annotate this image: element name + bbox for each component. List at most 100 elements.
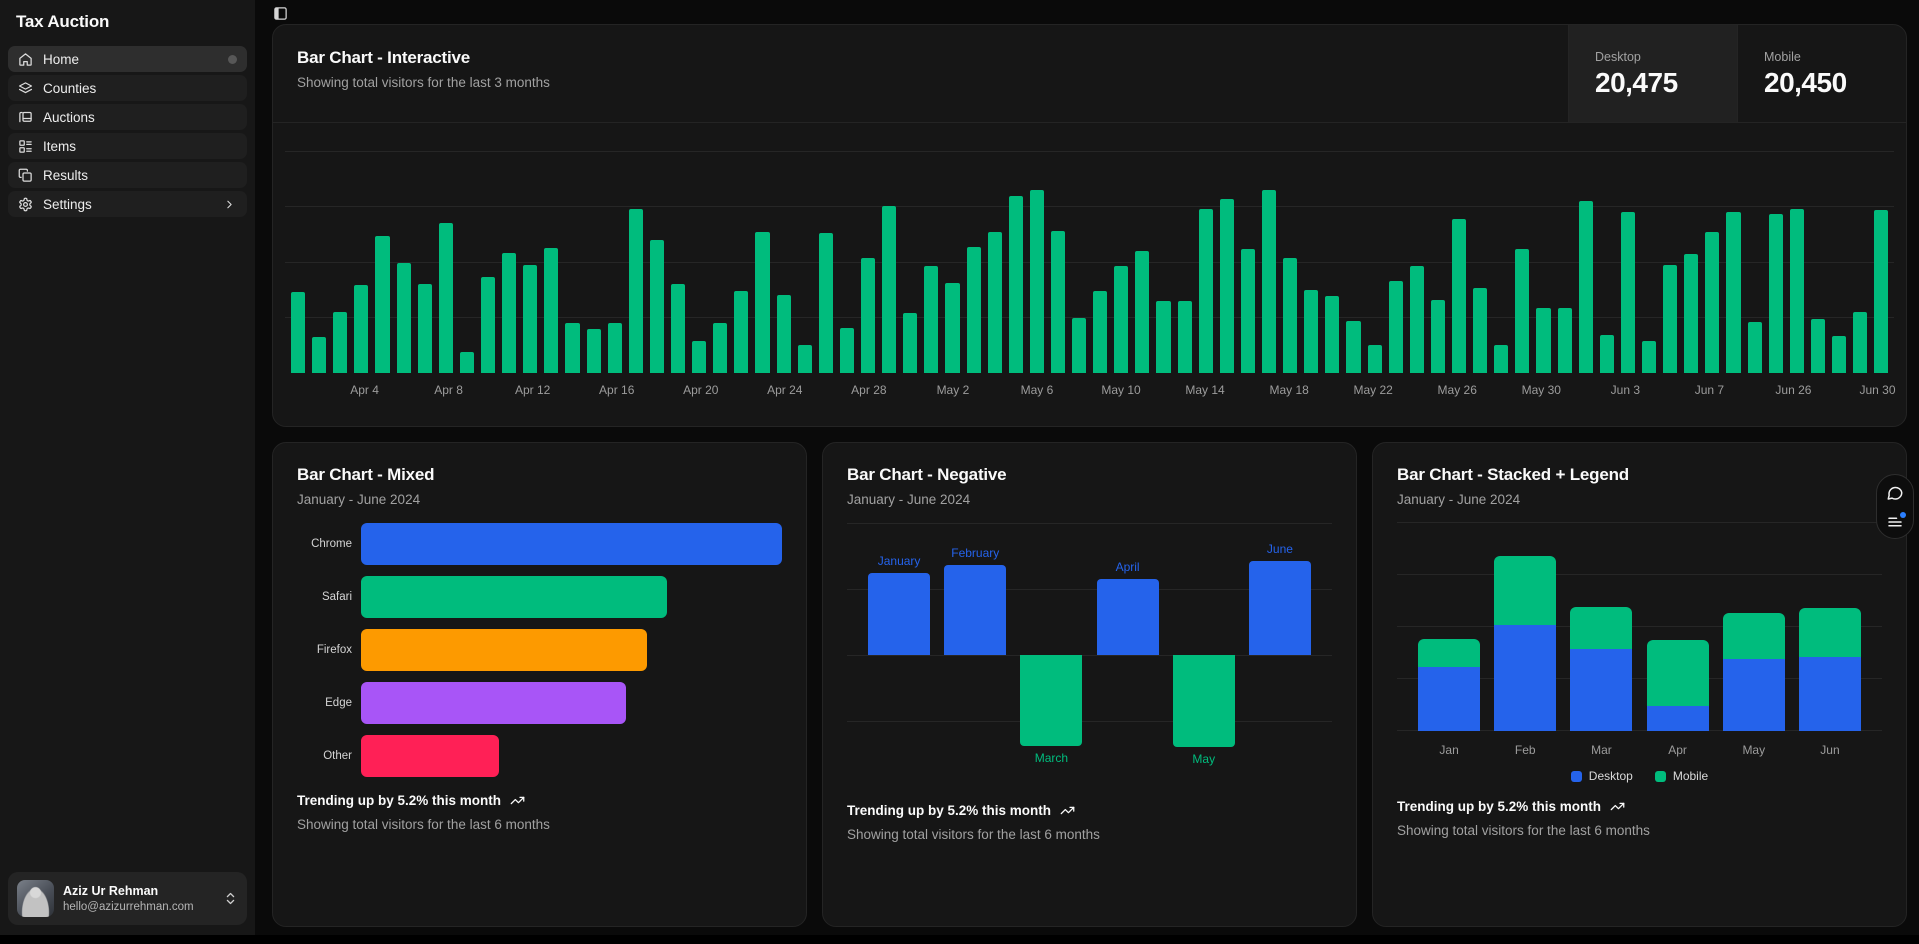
bar[interactable] bbox=[1663, 265, 1678, 373]
bar[interactable] bbox=[1156, 301, 1171, 373]
user-menu-button[interactable]: Aziz Ur Rehman hello@azizurrehman.com bbox=[8, 872, 247, 925]
bar[interactable] bbox=[375, 236, 390, 373]
bar[interactable] bbox=[1874, 210, 1889, 373]
bar[interactable] bbox=[1114, 265, 1129, 373]
bar-segment-desktop[interactable] bbox=[1798, 656, 1861, 731]
bar[interactable] bbox=[502, 252, 517, 373]
bar[interactable] bbox=[361, 629, 648, 671]
series-toggle-desktop[interactable]: Desktop 20,475 bbox=[1568, 25, 1737, 122]
bar[interactable] bbox=[565, 323, 580, 373]
bar-segment-mobile[interactable] bbox=[1494, 555, 1557, 626]
bar[interactable] bbox=[1020, 655, 1083, 747]
bar[interactable] bbox=[818, 232, 833, 373]
bar[interactable] bbox=[291, 291, 306, 373]
bar[interactable] bbox=[361, 523, 782, 565]
bar[interactable] bbox=[354, 284, 369, 373]
bar[interactable] bbox=[1177, 301, 1192, 373]
bar-segment-desktop[interactable] bbox=[1722, 658, 1785, 731]
bar[interactable] bbox=[361, 682, 626, 724]
bar[interactable] bbox=[755, 231, 770, 373]
bar[interactable] bbox=[361, 735, 499, 777]
bar[interactable] bbox=[713, 323, 728, 373]
bar[interactable] bbox=[333, 311, 348, 373]
bar[interactable] bbox=[1810, 318, 1825, 373]
bar[interactable] bbox=[1367, 344, 1382, 373]
bar[interactable] bbox=[1409, 265, 1424, 373]
bar[interactable] bbox=[1198, 208, 1213, 373]
sidebar-item-settings[interactable]: Settings bbox=[8, 191, 247, 217]
bar[interactable] bbox=[1325, 295, 1340, 373]
sidebar-item-counties[interactable]: Counties bbox=[8, 75, 247, 101]
bar[interactable] bbox=[945, 282, 960, 373]
bar[interactable] bbox=[1853, 312, 1868, 373]
bar[interactable] bbox=[1093, 290, 1108, 373]
bar[interactable] bbox=[1473, 287, 1488, 373]
bar[interactable] bbox=[1768, 213, 1783, 373]
bar[interactable] bbox=[1219, 199, 1234, 373]
bar[interactable] bbox=[1620, 211, 1635, 373]
bar-segment-mobile[interactable] bbox=[1722, 613, 1785, 659]
bar[interactable] bbox=[1599, 335, 1614, 373]
list-icon[interactable] bbox=[1886, 512, 1906, 531]
bar[interactable] bbox=[1642, 340, 1657, 373]
bar-segment-mobile[interactable] bbox=[1570, 607, 1633, 649]
bar[interactable] bbox=[944, 564, 1007, 655]
bar[interactable] bbox=[868, 573, 931, 655]
sidebar-item-auctions[interactable]: Auctions bbox=[8, 104, 247, 130]
bar[interactable] bbox=[1240, 248, 1256, 373]
sidebar-item-results[interactable]: Results bbox=[8, 162, 247, 188]
bar[interactable] bbox=[1008, 195, 1023, 373]
chat-bubble-icon[interactable] bbox=[1886, 484, 1904, 502]
bar[interactable] bbox=[480, 276, 496, 373]
bar-segment-desktop[interactable] bbox=[1418, 666, 1481, 731]
series-toggle-mobile[interactable]: Mobile 20,450 bbox=[1737, 25, 1906, 122]
bar[interactable] bbox=[1346, 320, 1361, 373]
bar[interactable] bbox=[1283, 257, 1298, 373]
bar[interactable] bbox=[966, 247, 981, 373]
bar[interactable] bbox=[1789, 208, 1804, 373]
bar[interactable] bbox=[1578, 200, 1593, 373]
bar[interactable] bbox=[882, 206, 897, 373]
bar[interactable] bbox=[523, 265, 538, 373]
bar[interactable] bbox=[586, 328, 601, 373]
bar[interactable] bbox=[692, 340, 707, 373]
bar-segment-mobile[interactable] bbox=[1418, 638, 1481, 667]
bar[interactable] bbox=[903, 313, 918, 373]
bar[interactable] bbox=[1072, 318, 1087, 373]
bar[interactable] bbox=[1135, 250, 1150, 373]
bar[interactable] bbox=[361, 576, 668, 618]
bar[interactable] bbox=[734, 290, 749, 373]
bar[interactable] bbox=[649, 239, 664, 373]
bar[interactable] bbox=[1096, 578, 1159, 655]
sidebar-item-home[interactable]: Home bbox=[8, 46, 247, 72]
bar[interactable] bbox=[1747, 322, 1762, 373]
bar[interactable] bbox=[1536, 307, 1551, 373]
bar[interactable] bbox=[1050, 231, 1066, 373]
bar[interactable] bbox=[1430, 300, 1446, 373]
bar[interactable] bbox=[1705, 231, 1720, 373]
bar[interactable] bbox=[1726, 212, 1741, 373]
sidebar-toggle-button[interactable] bbox=[273, 6, 288, 21]
bar[interactable] bbox=[1029, 190, 1044, 373]
bar[interactable] bbox=[607, 322, 622, 373]
bar-segment-desktop[interactable] bbox=[1646, 705, 1709, 731]
bar-segment-mobile[interactable] bbox=[1798, 608, 1861, 657]
bar[interactable] bbox=[1831, 336, 1847, 373]
bar[interactable] bbox=[438, 223, 453, 373]
bar[interactable] bbox=[797, 345, 812, 373]
bar[interactable] bbox=[670, 283, 686, 373]
bar[interactable] bbox=[1304, 290, 1319, 373]
bar[interactable] bbox=[628, 208, 643, 373]
bar[interactable] bbox=[1684, 254, 1699, 373]
bar[interactable] bbox=[1248, 560, 1311, 655]
bar[interactable] bbox=[1515, 248, 1530, 373]
bar[interactable] bbox=[1494, 345, 1509, 373]
bar[interactable] bbox=[924, 265, 939, 373]
bar[interactable] bbox=[776, 294, 791, 373]
bar[interactable] bbox=[459, 352, 474, 373]
bar[interactable] bbox=[1388, 281, 1403, 373]
bar-segment-desktop[interactable] bbox=[1494, 625, 1557, 731]
bar[interactable] bbox=[544, 247, 559, 373]
bar[interactable] bbox=[396, 262, 411, 373]
bar[interactable] bbox=[987, 232, 1002, 373]
